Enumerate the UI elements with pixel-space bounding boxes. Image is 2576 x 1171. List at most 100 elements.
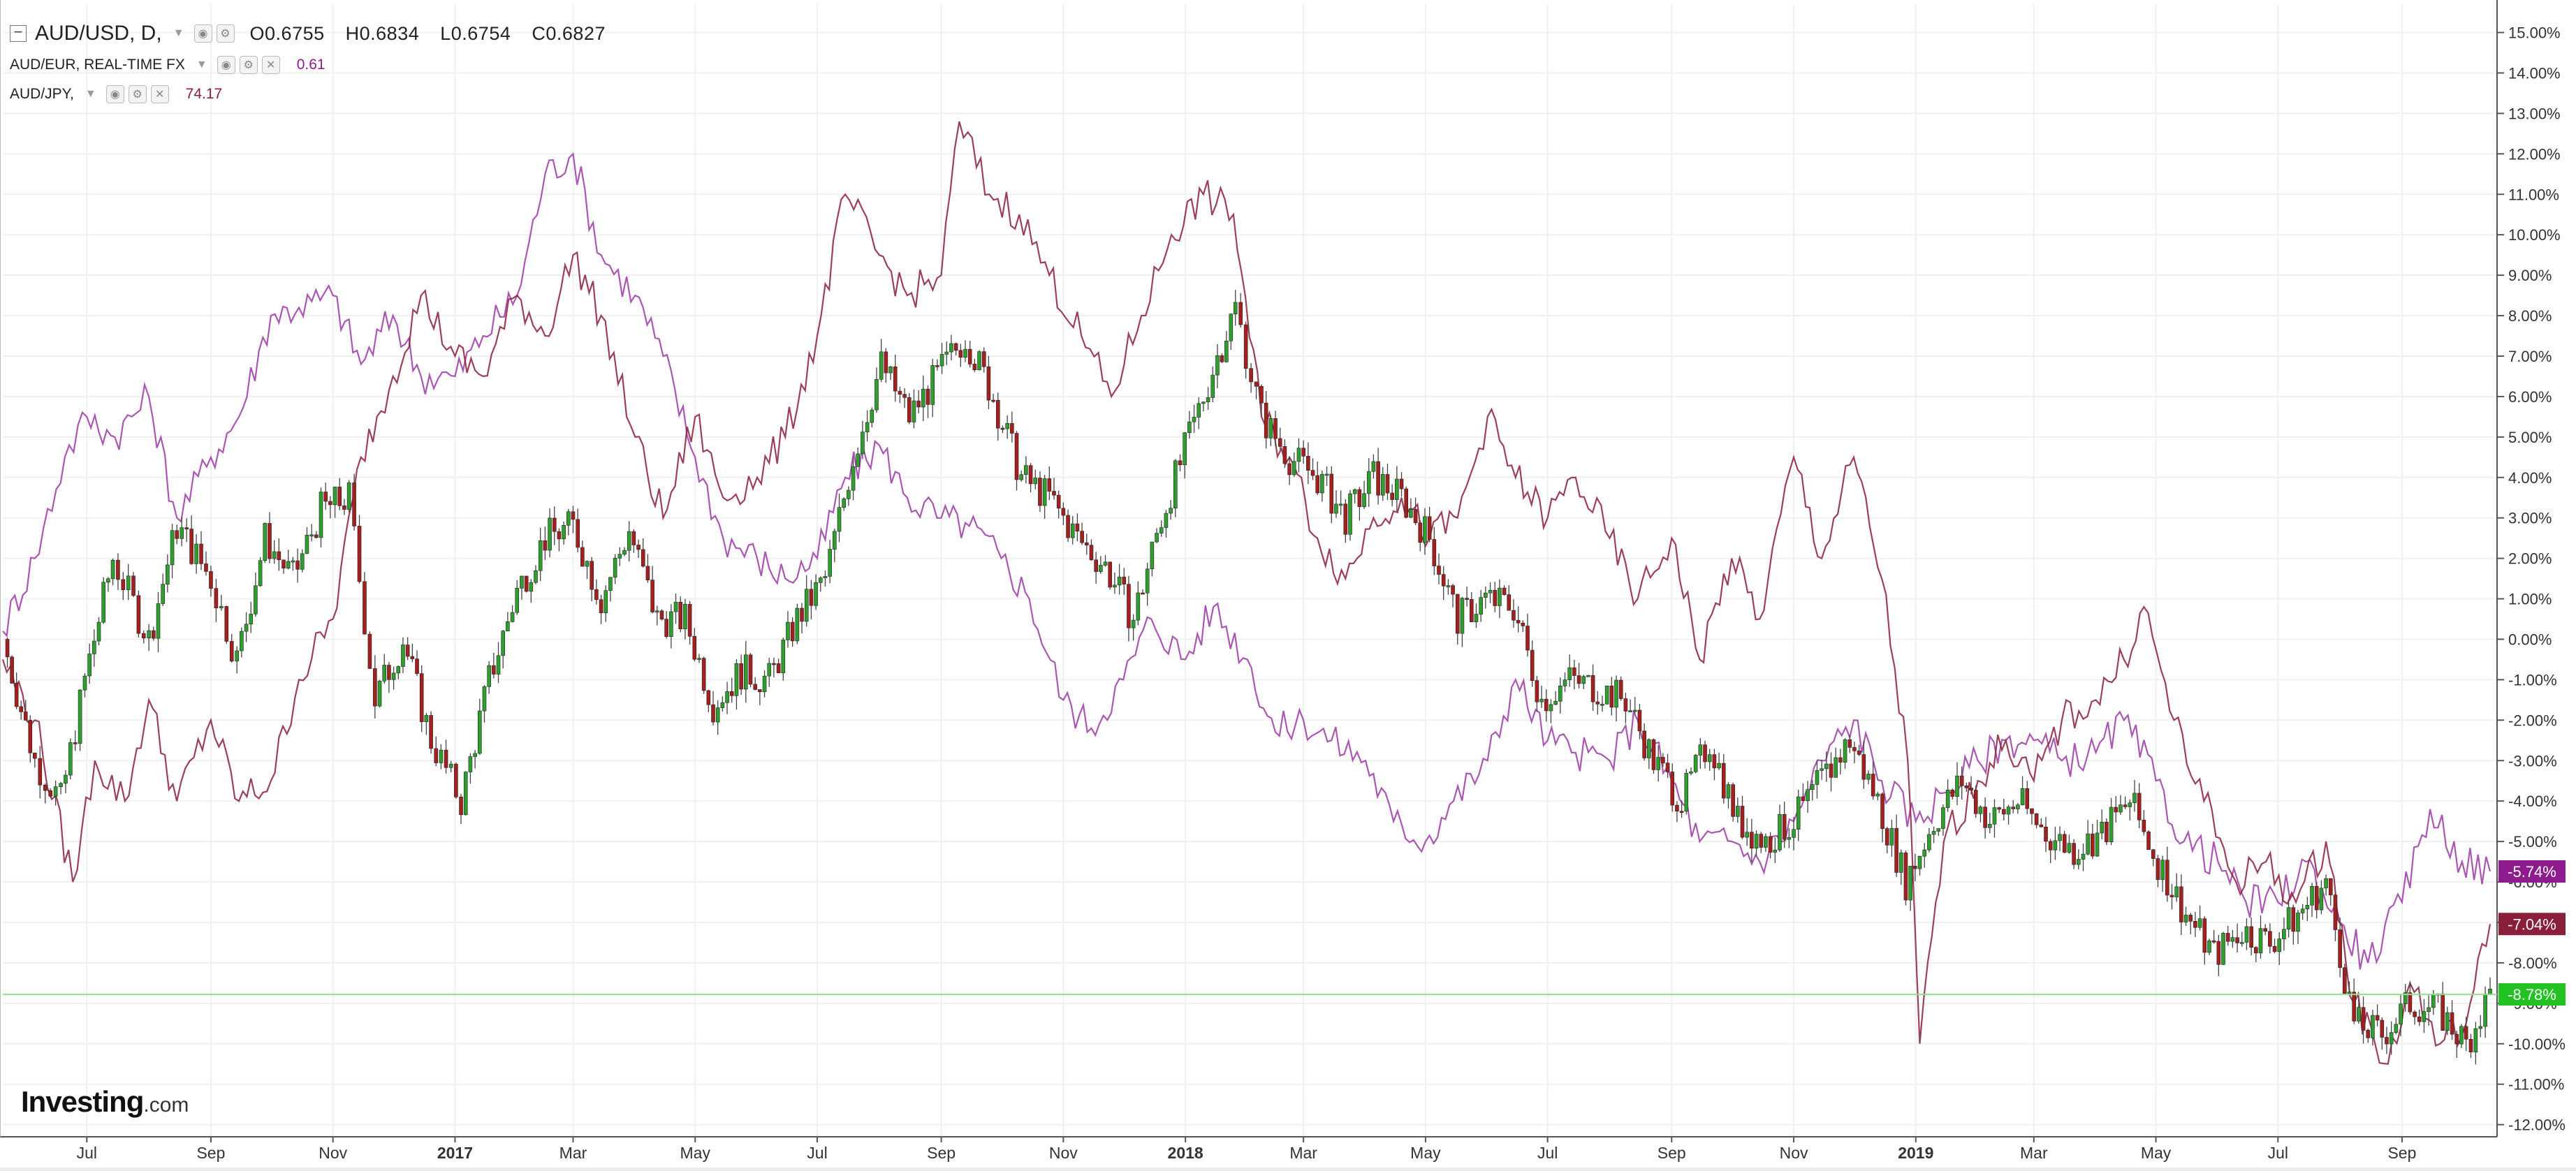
candle-body <box>2371 1015 2375 1038</box>
bottom-scroll-strip <box>0 1168 2576 1171</box>
candle-body <box>1525 626 1530 651</box>
candle-body <box>2132 793 2137 804</box>
candle-body <box>1502 587 1507 595</box>
candle-body <box>5 639 10 658</box>
overlay-dropdown-icon[interactable]: ▼ <box>196 59 207 71</box>
candle-body <box>1927 834 1931 850</box>
candle-body <box>1642 730 1646 758</box>
candle-body <box>2450 1012 2454 1035</box>
candle-body <box>2221 933 2225 965</box>
candle-body <box>189 529 193 564</box>
candle-body <box>1042 478 1047 506</box>
candle-body <box>1488 589 1493 594</box>
candle-body <box>898 390 902 395</box>
candle-body <box>2291 907 2296 932</box>
candle-body <box>170 530 175 566</box>
candle-body <box>1820 768 1824 771</box>
candle-body <box>590 561 594 590</box>
overlay-symbol-label[interactable]: AUD/JPY, <box>10 86 74 102</box>
candle-body <box>529 582 534 592</box>
candle-body <box>795 607 800 642</box>
series-settings-icon[interactable]: ⚙ <box>216 24 235 43</box>
candle-body <box>468 756 473 772</box>
candle-body <box>1047 478 1052 492</box>
candle-body <box>1233 302 1238 315</box>
candle-body <box>692 635 697 660</box>
candle-body <box>277 551 281 561</box>
overlay-visibility-icon[interactable]: ◉ <box>217 56 235 74</box>
candle-body <box>2239 942 2244 944</box>
candle-body <box>2277 938 2282 952</box>
candle-body <box>2216 941 2221 965</box>
candle-body <box>823 576 828 578</box>
candle-body <box>1590 675 1595 702</box>
candle-body <box>963 348 967 358</box>
candle-body <box>1792 829 1796 838</box>
candle-body <box>650 580 654 612</box>
candle-body <box>1637 709 1642 732</box>
y-tick-label: -1.00% <box>2508 671 2557 688</box>
x-tick-label: May <box>680 1144 711 1162</box>
candle-body <box>1628 710 1632 712</box>
y-tick-label: -2.00% <box>2508 712 2557 729</box>
candle-body <box>396 666 401 674</box>
symbol-dropdown-icon[interactable]: ▼ <box>173 27 184 39</box>
candle-body <box>1357 489 1362 507</box>
y-tick-label: 7.00% <box>2508 348 2552 365</box>
candle-body <box>2282 929 2286 939</box>
candle-body <box>2193 921 2197 928</box>
high-value: H0.6834 <box>345 22 420 44</box>
candle-body <box>1829 763 1834 778</box>
candle-body <box>2244 926 2249 943</box>
candle-body <box>995 399 1000 429</box>
candle-body <box>1169 508 1173 514</box>
overlay-settings-icon[interactable]: ⚙ <box>128 85 147 103</box>
candle-body <box>2347 992 2352 994</box>
candle-body <box>73 742 78 744</box>
candle-body <box>1315 475 1320 494</box>
candle-body <box>1201 402 1206 404</box>
candle-body <box>1955 775 1959 797</box>
candle-body <box>1249 368 1253 383</box>
candle-body <box>2431 994 2436 1008</box>
candle-body <box>772 663 776 665</box>
last-value-badge <box>2498 983 2566 1006</box>
candle-body <box>986 366 991 401</box>
candle-body <box>1385 474 1390 494</box>
series-visibility-icon[interactable]: ◉ <box>193 24 212 43</box>
candle-body <box>1586 675 1590 677</box>
overlay-symbol-label[interactable]: AUD/EUR, REAL-TIME FX <box>10 57 185 73</box>
candle-body <box>1164 513 1169 528</box>
candle-body <box>608 577 613 591</box>
y-tick-label: 11.00% <box>2508 186 2559 203</box>
candle-body <box>1778 813 1782 850</box>
candle-body <box>2324 878 2328 889</box>
collapse-legend-icon[interactable]: − <box>10 24 27 42</box>
overlay-dropdown-icon[interactable]: ▼ <box>85 88 96 100</box>
candle-body <box>1857 751 1861 755</box>
candle-body <box>758 689 762 693</box>
candle-body <box>224 606 229 642</box>
candle-body <box>1061 508 1066 516</box>
candle-body <box>1553 700 1558 705</box>
candle-body <box>23 712 28 721</box>
candle-body <box>1099 565 1103 572</box>
candle-body <box>1945 789 1950 808</box>
main-symbol-label[interactable]: AUD/USD, D, <box>35 22 162 45</box>
overlay-settings-icon[interactable]: ⚙ <box>239 56 258 74</box>
candle-body <box>953 343 958 351</box>
candle-body <box>1399 478 1404 489</box>
candle-body <box>1427 516 1432 540</box>
candle-body <box>515 588 520 613</box>
candle-body <box>1206 397 1210 403</box>
candle-body <box>1441 574 1446 587</box>
candle-body <box>2114 807 2118 813</box>
candle-body <box>166 564 170 584</box>
candle-body <box>1278 438 1282 447</box>
candle-body <box>669 611 673 638</box>
overlay-remove-icon[interactable]: ✕ <box>261 56 280 74</box>
overlay-visibility-icon[interactable]: ◉ <box>105 85 124 103</box>
overlay-remove-icon[interactable]: ✕ <box>150 85 169 103</box>
